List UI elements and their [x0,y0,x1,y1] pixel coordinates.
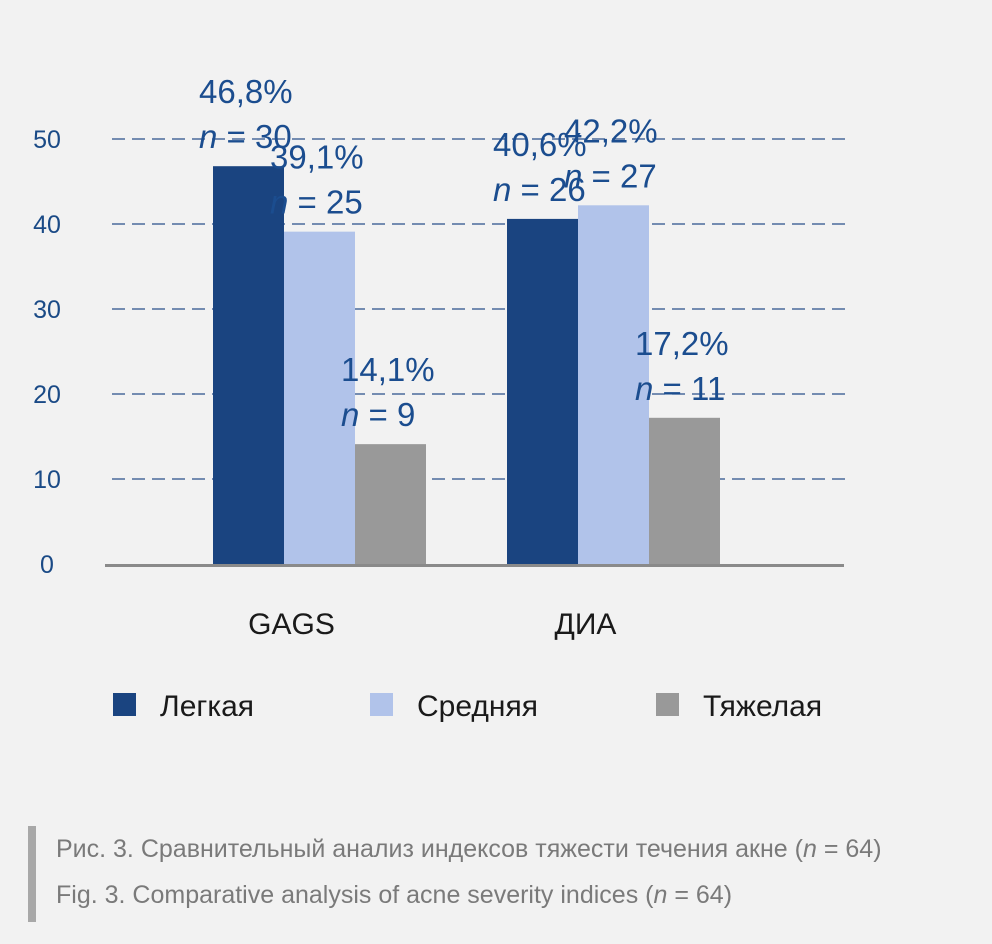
data-label-count: n = 27 [564,157,657,194]
bar-chart: 0 10 20 30 40 50 GAGS ДИА 46,8% n = 30 40,6% n = 26… [33,73,850,723]
bar [578,205,649,565]
y-tick-label: 40 [33,211,61,239]
caption-en: Fig. 3. Comparative analysis of acne sev… [56,881,733,909]
y-tick-label: 20 [33,381,61,409]
data-label-count: n = 30 [199,118,292,155]
legend-swatch [370,693,393,716]
legend-label: Тяжелая [703,690,822,723]
data-label-count: n = 9 [341,396,415,433]
legend-label: Легкая [160,690,254,723]
bar [355,444,426,564]
category-label: ДИА [555,608,617,641]
y-tick-label: 30 [33,296,61,324]
data-label-count: n = 11 [635,370,725,407]
category-label: GAGS [248,608,335,641]
caption-ru: Рис. 3. Сравнительный анализ индексов тя… [56,835,882,863]
data-label-percent: 46,8% [199,73,293,110]
data-label-percent: 17,2% [635,325,729,362]
figure-caption: Рис. 3. Сравнительный анализ индексов тя… [28,826,882,922]
legend-swatch [113,693,136,716]
data-label-percent: 42,2% [564,112,658,149]
y-tick-label: 10 [33,466,61,494]
y-tick-label: 50 [33,126,61,154]
data-label-count: n = 25 [270,184,363,221]
legend-label: Средняя [417,690,538,723]
data-label-percent: 40,6% [493,126,587,163]
y-tick-label: 0 [40,551,54,579]
data-label-percent: 39,1% [270,139,364,176]
data-label-count: n = 26 [493,171,586,208]
data-label-percent: 14,1% [341,351,435,388]
bar [213,166,284,564]
legend-swatch [656,693,679,716]
bar [507,218,578,564]
bar [649,417,720,564]
bar [284,231,355,564]
